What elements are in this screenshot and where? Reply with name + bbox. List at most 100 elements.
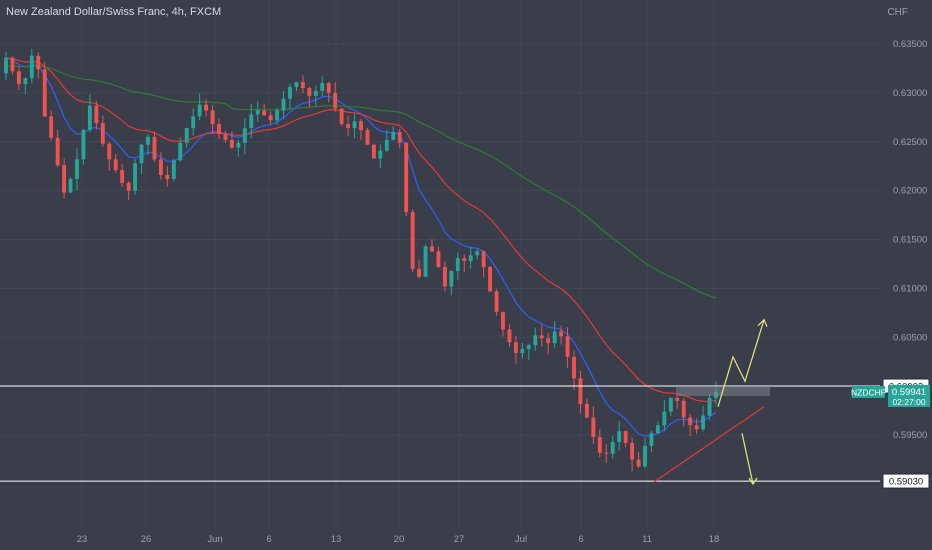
price-level-label: 0.59030 [889,477,923,488]
candle-body [236,142,241,148]
x-tick-label: Jul [515,534,527,545]
candle-body [81,130,86,160]
candle-body [158,159,163,176]
candle-body [171,160,176,179]
candle-body [139,144,144,164]
candle-body [178,142,183,161]
candle-body [339,108,344,125]
bearish-projection-arrow[interactable] [741,433,754,485]
y-tick-label: 0.62000 [893,186,927,197]
candle-body [584,403,589,418]
bullish-projection-arrow[interactable] [717,319,765,407]
arrow-head-down [748,477,758,486]
x-tick-label: 27 [454,534,465,545]
candle-body [488,266,493,292]
candle-body [107,143,112,160]
candle-body [507,329,512,343]
candle-body [655,425,660,434]
moving-average-line [6,65,717,299]
candle-body [352,121,357,129]
candle-body [36,55,41,70]
candle-body [184,128,189,143]
candle-body [326,83,331,93]
candle-body [275,110,280,121]
candle-body [436,251,441,267]
candle-body [23,78,28,85]
candle-body [210,110,215,125]
candle-body [552,331,557,344]
currency-label: CHF [887,7,908,18]
candle-body [578,378,583,404]
candle-body [262,110,267,116]
candle-body [391,132,396,140]
candle-body [365,130,370,145]
symbol-tag [852,385,885,398]
annotations[interactable] [653,318,768,486]
candle-body [197,104,202,117]
candles [4,48,718,472]
y-axis[interactable]: 0.63500 0.63000 0.62500 0.62000 0.61500 0.610… [893,39,927,441]
y-tick-label: 0.59500 [893,430,927,441]
x-tick-label: 6 [578,534,583,545]
candle-body [320,83,325,91]
y-tick-label: 0.63000 [893,88,927,99]
x-tick-label: 13 [331,534,342,545]
candle-body [591,417,596,438]
candle-body [701,415,706,430]
candle-body [313,90,318,96]
candle-body [539,335,544,339]
candle-body [29,55,34,79]
candle-body [87,105,92,131]
candle-body [120,170,125,183]
candle-body [559,331,564,337]
candle-body [152,136,157,160]
candle-body [597,437,602,453]
candle-body [146,136,150,145]
y-tick-label: 0.63500 [893,39,927,50]
candle-body [449,270,454,287]
x-tick-label: 26 [141,534,152,545]
candle-body [662,411,667,426]
x-tick-label: 18 [709,534,720,545]
candle-body [546,338,551,344]
candle-body [165,175,170,179]
candle-body [371,144,376,159]
candle-body [481,251,486,267]
candle-body [572,356,576,379]
candle-body [68,178,73,193]
y-tick-label: 0.61000 [893,283,927,294]
candle-body [49,116,54,138]
candle-body [430,246,434,252]
price-level-tag [882,473,930,489]
x-tick-label: 23 [77,534,88,545]
candle-body [55,137,60,166]
candle-body [513,342,518,353]
candle-body [604,452,609,454]
candle-body [294,82,299,88]
support-trendline[interactable] [653,406,765,483]
arrow-head-up [757,318,768,327]
candle-body [707,397,712,416]
candle-body [520,349,525,353]
candle-body [643,445,647,467]
candle-body [204,104,209,111]
x-axis[interactable]: 23 26 Jun 6 13 20 27 Jul 6 11 18 [77,534,720,545]
candle-body [526,345,531,350]
candle-body [423,246,428,277]
candle-body [113,159,118,171]
moving-average-line [5,57,717,403]
candle-body [346,124,351,129]
candle-body [333,92,338,109]
candle-body [16,71,21,85]
candle-body [191,116,196,129]
x-tick-label: 20 [394,534,405,545]
candle-body [630,442,635,460]
candle-body [636,459,641,467]
candle-body [94,105,99,124]
candle-body [455,258,460,271]
countdown-label: 02:27:00 [892,397,925,407]
y-tick-label: 0.62500 [893,137,927,148]
candle-body [4,57,8,74]
